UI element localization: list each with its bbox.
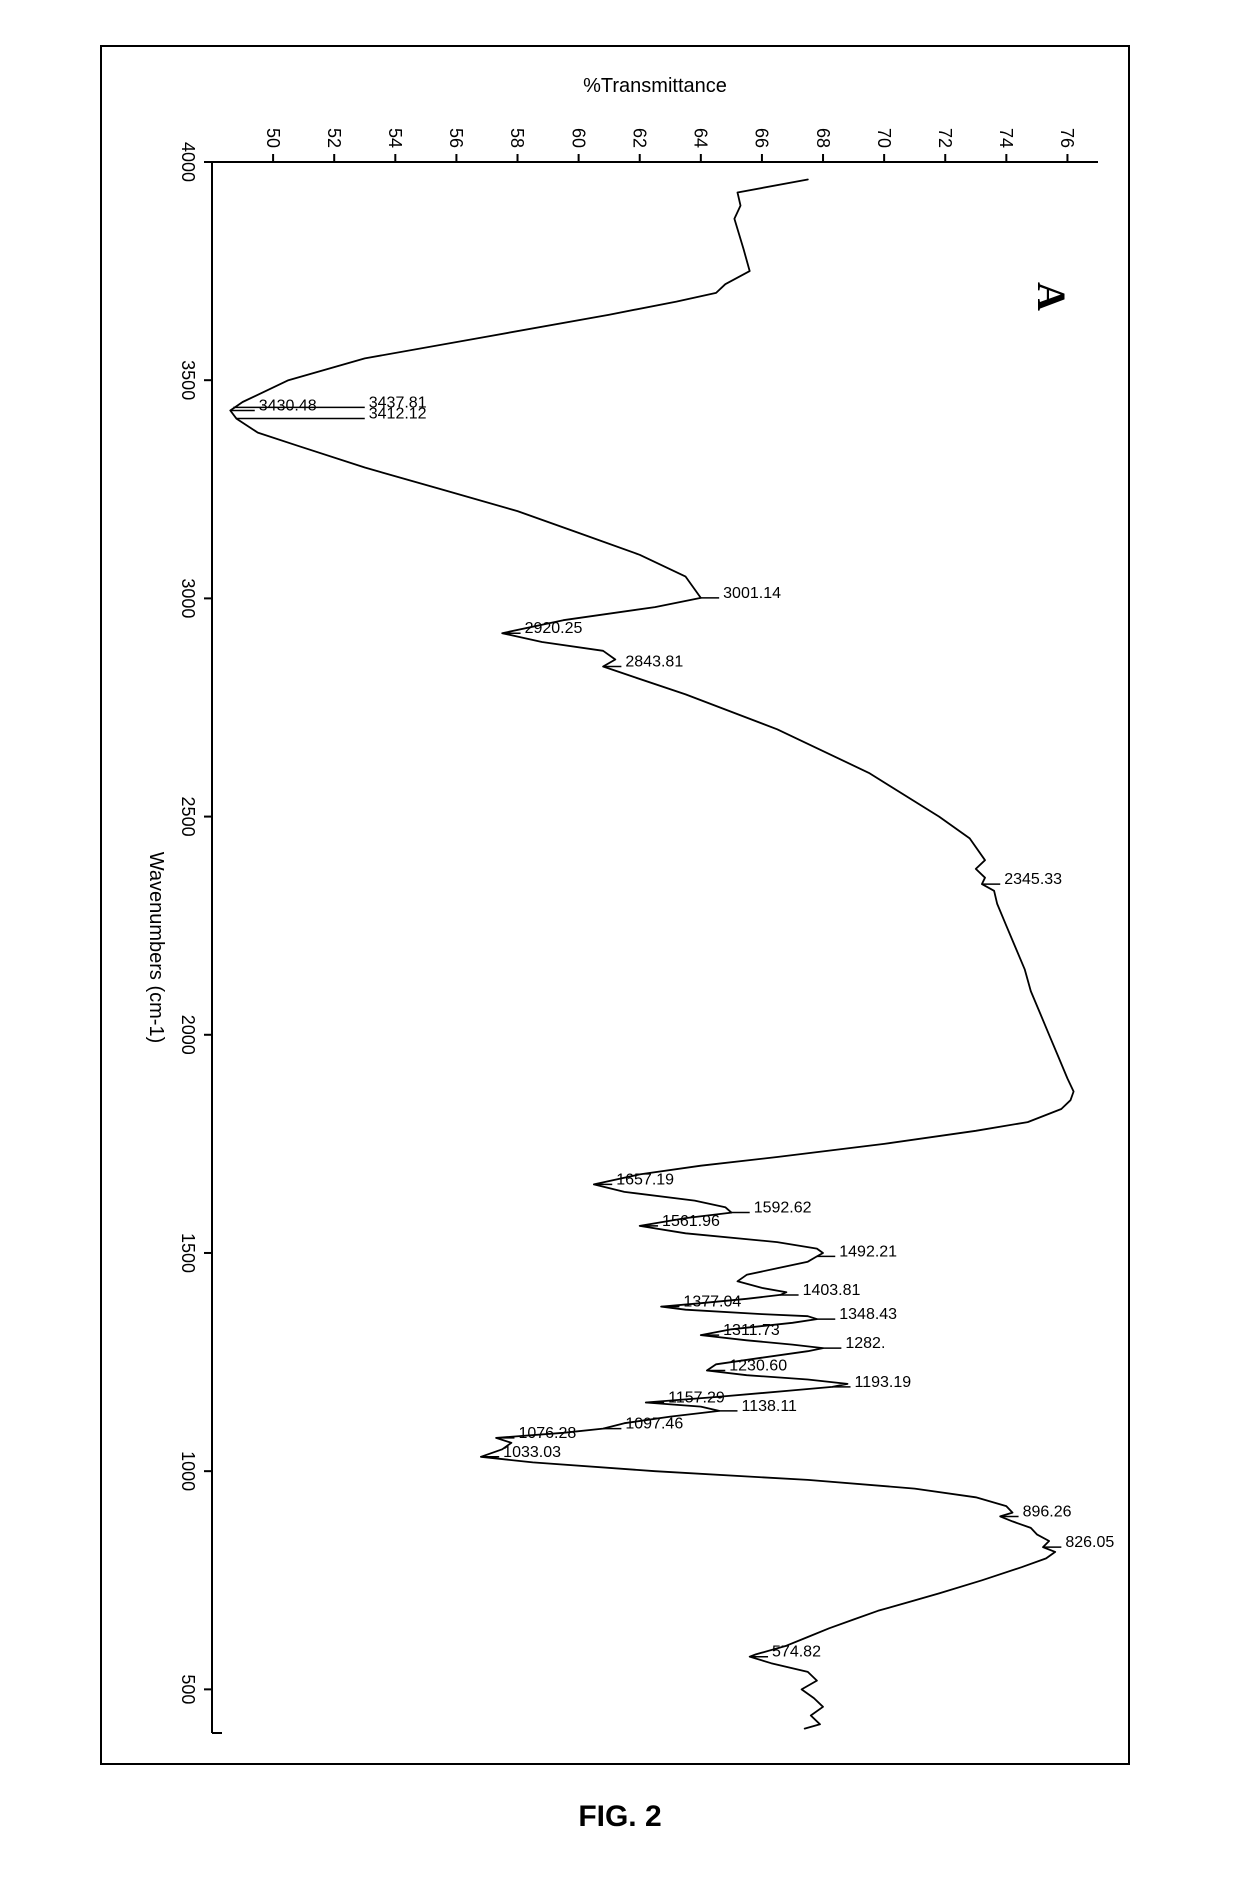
svg-text:Wavenumbers (cm-1): Wavenumbers (cm-1) [145, 852, 167, 1044]
svg-text:2500: 2500 [178, 797, 198, 837]
svg-text:52: 52 [324, 128, 344, 148]
svg-text:574.82: 574.82 [772, 1644, 821, 1661]
svg-text:1033.03: 1033.03 [503, 1444, 561, 1461]
svg-text:1500: 1500 [178, 1233, 198, 1273]
svg-text:2345.33: 2345.33 [1004, 871, 1062, 888]
svg-text:76: 76 [1057, 128, 1077, 148]
svg-text:1000: 1000 [178, 1451, 198, 1491]
svg-text:70: 70 [874, 128, 894, 148]
svg-text:1403.81: 1403.81 [803, 1282, 861, 1299]
svg-text:1230.60: 1230.60 [729, 1358, 787, 1375]
page: 4000 3500 3000 2500 2000 1500 1000 500 Wavenumbe… [0, 0, 1240, 1885]
svg-text:1076.28: 1076.28 [518, 1425, 576, 1442]
svg-text:1282.: 1282. [845, 1335, 885, 1352]
svg-text:1157.29: 1157.29 [668, 1390, 725, 1407]
chart-inner: 4000 3500 3000 2500 2000 1500 1000 500 Wavenumbe… [102, 47, 1128, 1763]
svg-text:58: 58 [507, 128, 527, 148]
svg-text:3412.12: 3412.12 [369, 406, 427, 423]
svg-text:2000: 2000 [178, 1015, 198, 1055]
svg-text:74: 74 [996, 128, 1016, 148]
svg-text:1097.46: 1097.46 [625, 1416, 683, 1433]
figure-caption: FIG. 2 [0, 1800, 1240, 1834]
svg-text:1561.96: 1561.96 [662, 1213, 720, 1230]
svg-text:4000: 4000 [178, 142, 198, 182]
svg-text:500: 500 [178, 1674, 198, 1704]
svg-text:2843.81: 2843.81 [625, 654, 683, 671]
svg-text:826.05: 826.05 [1065, 1534, 1114, 1551]
svg-text:1311.73: 1311.73 [723, 1322, 780, 1339]
svg-text:56: 56 [446, 128, 466, 148]
svg-text:60: 60 [568, 128, 588, 148]
svg-text:A: A [1029, 282, 1074, 311]
svg-text:1592.62: 1592.62 [754, 1200, 812, 1217]
svg-text:1138.11: 1138.11 [741, 1398, 797, 1415]
chart-stage: 4000 3500 3000 2500 2000 1500 1000 500 Wavenumbe… [102, 47, 1128, 1763]
svg-text:896.26: 896.26 [1023, 1503, 1072, 1520]
svg-text:%Transmittance: %Transmittance [583, 75, 727, 97]
figure-outer-frame: 4000 3500 3000 2500 2000 1500 1000 500 Wavenumbe… [100, 45, 1130, 1765]
svg-text:1377.04: 1377.04 [683, 1294, 741, 1311]
svg-text:1657.19: 1657.19 [616, 1171, 674, 1188]
svg-text:2920.25: 2920.25 [525, 620, 583, 637]
svg-text:3000: 3000 [178, 578, 198, 618]
ir-spectrum-chart: 4000 3500 3000 2500 2000 1500 1000 500 Wavenumbe… [102, 47, 1128, 1763]
svg-text:62: 62 [629, 128, 649, 148]
svg-text:1193.19: 1193.19 [855, 1374, 912, 1391]
svg-text:72: 72 [935, 128, 955, 148]
svg-text:66: 66 [752, 128, 772, 148]
svg-text:1348.43: 1348.43 [839, 1306, 897, 1323]
svg-text:3430.48: 3430.48 [259, 398, 317, 415]
svg-text:50: 50 [263, 128, 283, 148]
svg-text:3001.14: 3001.14 [723, 585, 781, 602]
svg-text:1492.21: 1492.21 [839, 1243, 897, 1260]
svg-text:3500: 3500 [178, 360, 198, 400]
svg-text:54: 54 [385, 128, 405, 148]
svg-text:68: 68 [813, 128, 833, 148]
svg-text:64: 64 [691, 128, 711, 148]
